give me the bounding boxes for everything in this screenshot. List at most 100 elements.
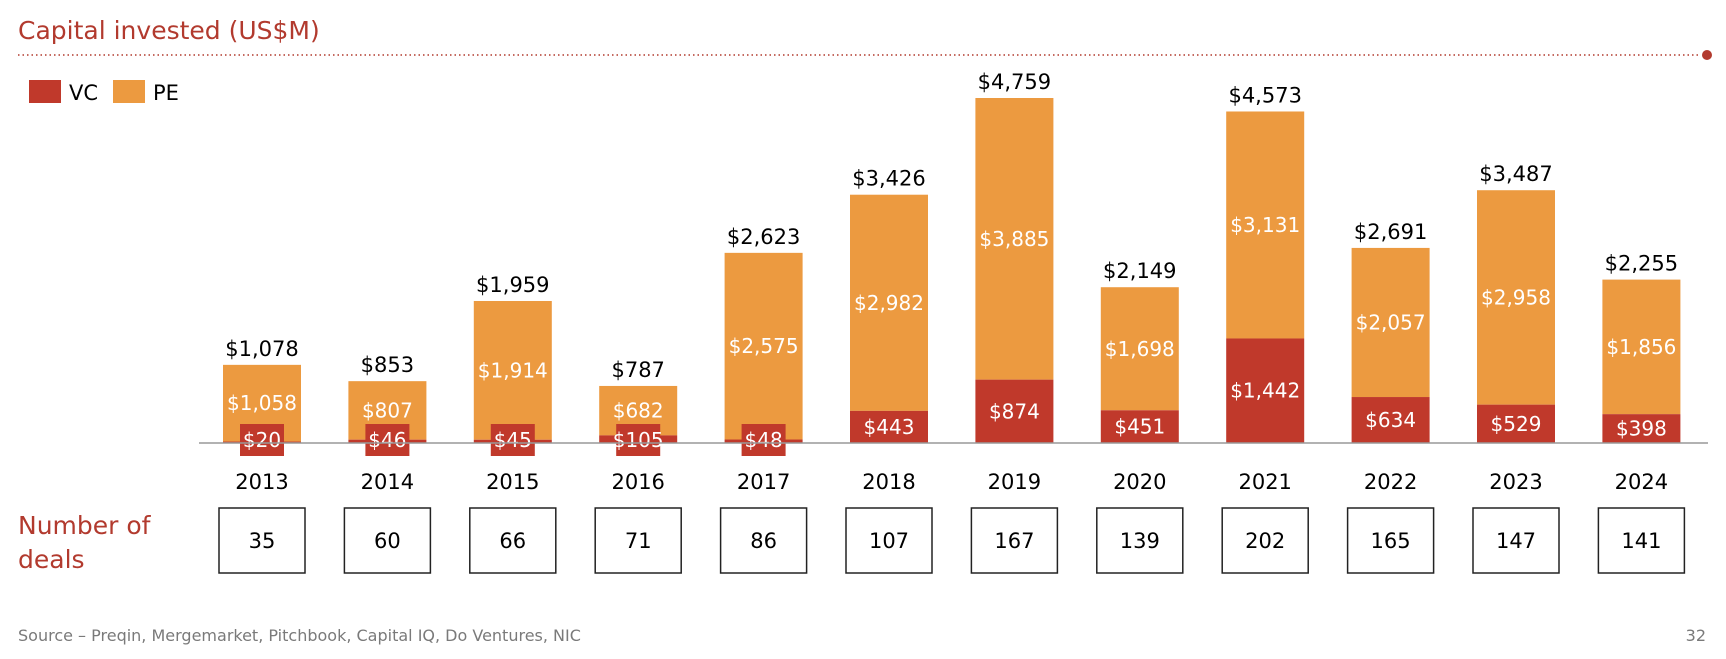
- deals-title-line1: Number of: [18, 511, 152, 540]
- deals-title-line2: deals: [18, 545, 85, 574]
- total-label-2018: $3,426: [852, 167, 925, 191]
- year-label-2016: 2016: [611, 470, 664, 494]
- deals-boxes-group: 35 60 66 71 86 107 167 139 202 165 147 141: [218, 507, 1686, 574]
- deals-box-2017: [719, 507, 808, 574]
- bar-pe-2018: [850, 194, 928, 411]
- vc-value-label-2013: $20: [243, 428, 281, 452]
- total-label-2022: $2,691: [1354, 220, 1427, 244]
- total-label-2020: $2,149: [1103, 259, 1176, 283]
- deals-value-2021: 202: [1245, 529, 1285, 553]
- year-label-2023: 2023: [1489, 470, 1542, 494]
- bar-pe-2015: [473, 300, 552, 440]
- pe-value-label-2015: $1,914: [478, 358, 548, 382]
- deals-box-2019: [970, 507, 1059, 574]
- bar-vc-2021: [1226, 338, 1305, 443]
- bar-pe-2020: [1100, 287, 1179, 411]
- divider-end-dot: [1702, 50, 1712, 60]
- chart-title: Capital invested (US$M): [18, 16, 320, 45]
- vc-value-label-2021: $1,442: [1230, 379, 1300, 403]
- year-label-2020: 2020: [1113, 470, 1166, 494]
- vc-label-box-2015: [490, 424, 535, 456]
- pe-value-label-2021: $3,131: [1230, 213, 1300, 237]
- vc-value-label-2022: $634: [1365, 408, 1416, 432]
- year-label-2017: 2017: [737, 470, 790, 494]
- total-label-2013: $1,078: [225, 337, 298, 361]
- bar-vc-2022: [1351, 397, 1430, 443]
- deals-box-2018: [845, 507, 933, 574]
- bar-pe-2023: [1477, 190, 1555, 405]
- pe-value-label-2023: $2,958: [1481, 285, 1551, 309]
- vc-value-label-2019: $874: [989, 399, 1040, 423]
- deals-value-2022: 165: [1371, 529, 1411, 553]
- pe-value-label-2018: $2,982: [854, 291, 924, 315]
- vc-value-label-2017: $48: [745, 428, 783, 452]
- vc-value-label-2014: $46: [368, 428, 406, 452]
- total-label-2019: $4,759: [978, 70, 1051, 94]
- bar-vc-2020: [1100, 410, 1179, 443]
- bars-group: $20 $1,058 $1,078 $46 $807 $853 $45 $1,914 $1,95…: [223, 70, 1681, 456]
- vc-value-label-2015: $45: [494, 428, 532, 452]
- total-label-2015: $1,959: [476, 273, 549, 297]
- vc-value-label-2023: $529: [1491, 412, 1542, 436]
- total-label-2017: $2,623: [727, 225, 800, 249]
- pe-value-label-2017: $2,575: [729, 334, 799, 358]
- deals-box-2023: [1472, 507, 1560, 574]
- bar-vc-2019: [975, 379, 1054, 443]
- deals-value-2024: 141: [1621, 529, 1661, 553]
- deals-box-2013: [218, 507, 306, 574]
- page-number: 32: [1686, 626, 1706, 645]
- total-label-2016: $787: [611, 358, 664, 382]
- deals-value-2020: 139: [1120, 529, 1160, 553]
- pe-value-label-2013: $1,058: [227, 391, 297, 415]
- legend-label-pe: PE: [153, 81, 179, 105]
- legend-swatch-vc: [29, 80, 61, 103]
- total-label-2021: $4,573: [1228, 83, 1301, 107]
- year-label-2024: 2024: [1615, 470, 1668, 494]
- pe-value-label-2014: $807: [362, 398, 413, 422]
- bar-pe-2021: [1226, 111, 1305, 339]
- deals-value-2016: 71: [625, 529, 652, 553]
- year-label-2022: 2022: [1364, 470, 1417, 494]
- deals-box-2014: [343, 507, 432, 574]
- year-label-2018: 2018: [862, 470, 915, 494]
- vc-label-box-2017: [741, 424, 786, 456]
- vc-value-label-2020: $451: [1114, 415, 1165, 439]
- bar-pe-2019: [975, 98, 1054, 380]
- pe-value-label-2019: $3,885: [979, 227, 1049, 251]
- pe-value-label-2016: $682: [613, 399, 664, 423]
- total-label-2023: $3,487: [1479, 162, 1552, 186]
- pe-value-label-2024: $1,856: [1606, 335, 1676, 359]
- bar-pe-2017: [724, 252, 803, 440]
- vc-value-label-2018: $443: [864, 415, 915, 439]
- deals-value-2015: 66: [499, 529, 526, 553]
- deals-value-2017: 86: [750, 529, 777, 553]
- deals-value-2019: 167: [994, 529, 1034, 553]
- deals-value-2013: 35: [249, 529, 276, 553]
- bar-vc-2023: [1477, 404, 1555, 443]
- legend-swatch-pe: [113, 80, 145, 103]
- vc-label-box-2014: [365, 424, 410, 456]
- source-note: Source – Preqin, Mergemarket, Pitchbook,…: [18, 626, 581, 645]
- total-label-2024: $2,255: [1605, 252, 1678, 276]
- vc-label-box-2016: [616, 424, 661, 456]
- deals-value-2023: 147: [1496, 529, 1536, 553]
- legend-label-vc: VC: [69, 81, 98, 105]
- deals-box-2021: [1221, 507, 1309, 574]
- deals-box-2015: [469, 507, 557, 574]
- year-label-2015: 2015: [486, 470, 539, 494]
- year-label-2013: 2013: [235, 470, 288, 494]
- pe-value-label-2020: $1,698: [1105, 337, 1175, 361]
- bar-pe-2024: [1602, 279, 1681, 415]
- deals-value-2014: 60: [374, 529, 401, 553]
- deals-value-2018: 107: [869, 529, 909, 553]
- year-label-2021: 2021: [1238, 470, 1291, 494]
- year-label-2014: 2014: [361, 470, 414, 494]
- bar-vc-2018: [850, 410, 928, 443]
- bar-vc-2024: [1602, 414, 1681, 443]
- deals-box-2016: [594, 507, 682, 574]
- vc-value-label-2024: $398: [1616, 417, 1667, 441]
- year-labels-group: 2013 2014 2015 2016 2017 2018 2019 2020 2021 2022…: [235, 470, 1668, 494]
- vc-label-box-2013: [240, 424, 284, 456]
- bar-pe-2022: [1351, 247, 1430, 398]
